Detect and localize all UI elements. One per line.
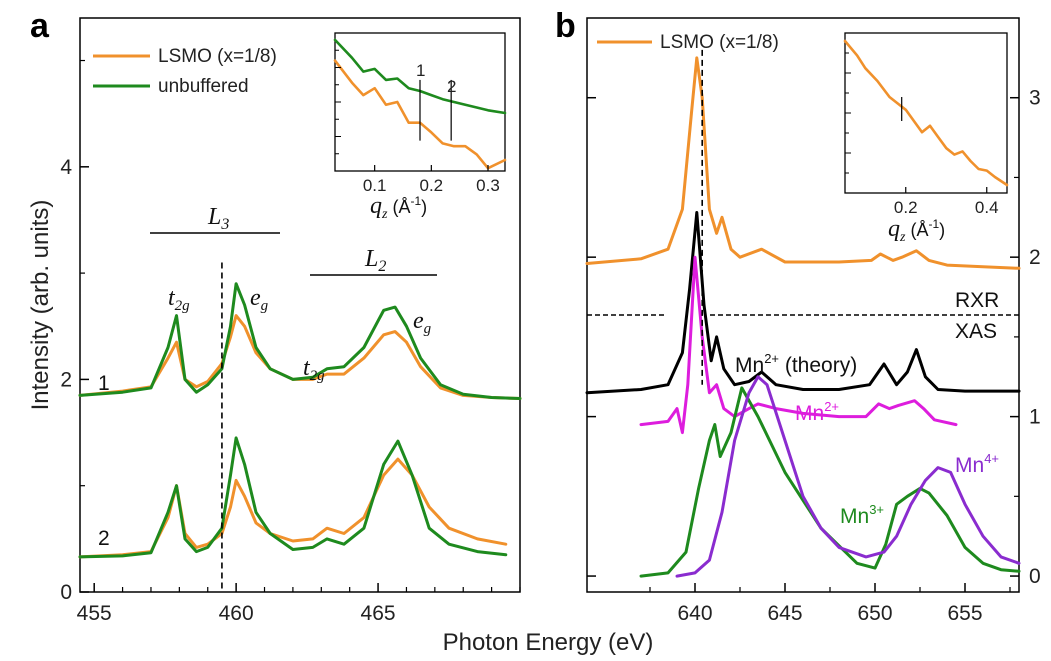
panel-b-legend: LSMO (x=1/8) xyxy=(597,32,779,53)
panel-a-series-0-lsmo-x-1-8 xyxy=(78,314,522,400)
label-mn4: Mn4+ xyxy=(955,451,999,477)
x-axis-label: Photon Energy (eV) xyxy=(443,629,654,656)
panel-b-inset-xlabel: qz (Å-1) xyxy=(888,216,945,245)
y-tick-label-right: 0 xyxy=(1029,565,1041,588)
panel-b-frame xyxy=(586,17,1020,593)
panel-a-inset-ticks: 0.1 0.2 0.3 xyxy=(335,49,500,195)
panel-a-legend: LSMO (x=1/8) unbuffered xyxy=(93,46,277,97)
panel-b-series-4-mn4 xyxy=(675,375,1021,578)
panel-b-inset-ticks: 0.2 0.4 xyxy=(845,52,999,217)
panel-a-y-ticks: 0 2 4 xyxy=(60,59,89,604)
inset-x-tick-label: 0.2 xyxy=(894,198,918,217)
x-tick-label: 465 xyxy=(361,602,396,625)
panel-letter-a: a xyxy=(30,7,50,45)
panel-a-series-1-unbuffered xyxy=(78,282,522,400)
panel-b-inset-frame xyxy=(844,32,1008,194)
x-tick-label: 455 xyxy=(77,602,112,625)
panel-a-frame xyxy=(79,17,521,593)
y-tick-label-right: 1 xyxy=(1029,406,1041,429)
l3-label: L3 xyxy=(207,204,229,233)
label-mn2: Mn2+ xyxy=(795,399,839,425)
inset-x-tick-label: 0.1 xyxy=(363,176,387,195)
inset-x-tick-label: 0.2 xyxy=(420,176,444,195)
curve-label-2: 2 xyxy=(98,527,110,550)
x-tick-label: 655 xyxy=(947,602,982,625)
panel-b-series-0-lsmo-x-1-8 xyxy=(585,56,1021,270)
eg-label-2: eg xyxy=(413,308,432,337)
legend-label-lsmo-b: LSMO (x=1/8) xyxy=(660,32,779,53)
panel-a-x-ticks: 455 460 465 xyxy=(77,583,521,625)
label-mn2-theory: Mn2+ (theory) xyxy=(735,351,857,377)
panel-a-series-3-unbuffered xyxy=(78,436,508,559)
legend-label-lsmo: LSMO (x=1/8) xyxy=(158,46,277,67)
inset-x-tick-label: 0.3 xyxy=(476,176,500,195)
inset-marker-label-1: 1 xyxy=(416,61,425,80)
panel-letter-b: b xyxy=(555,7,576,45)
panel-a-series-2-lsmo-x-1-8 xyxy=(78,457,508,559)
xas-label: XAS xyxy=(955,320,997,343)
panel-b-inset-curves xyxy=(843,39,1009,187)
x-tick-label: 460 xyxy=(219,602,254,625)
inset-marker-label-2: 2 xyxy=(447,77,456,96)
t2g-label-1: t2g xyxy=(168,285,190,314)
curve-label-1: 1 xyxy=(98,372,110,395)
panel-b-inset-series-0-lsmo-x-1-8 xyxy=(843,39,1009,187)
panel-b-series-1-mn2-theory xyxy=(585,211,1021,395)
x-tick-label: 645 xyxy=(767,602,802,625)
y-tick-label: 0 xyxy=(60,581,72,604)
t2g-label-2: t2g xyxy=(303,355,325,384)
y-tick-label: 4 xyxy=(60,156,72,179)
x-tick-label: 650 xyxy=(857,602,892,625)
y-tick-label-right: 3 xyxy=(1029,87,1041,110)
eg-label-1: eg xyxy=(250,285,269,314)
panel-b-x-ticks: 640 645 650 655 xyxy=(649,583,1011,625)
panel-a-inset-xlabel: qz (Å-1) xyxy=(370,193,427,222)
panel-b-y-ticks: 0 1 2 3 xyxy=(587,87,1041,588)
panel-b-curves xyxy=(585,56,1021,578)
l2-label: L2 xyxy=(364,246,386,275)
panel-a-curves xyxy=(78,282,522,559)
y-axis-label: Intensity (arb. units) xyxy=(27,200,54,411)
inset-x-tick-label: 0.4 xyxy=(975,198,999,217)
y-tick-label-right: 2 xyxy=(1029,246,1041,269)
label-mn3: Mn3+ xyxy=(840,502,884,528)
x-tick-label: 640 xyxy=(677,602,712,625)
rxr-label: RXR xyxy=(955,289,999,312)
legend-label-unbuffered: unbuffered xyxy=(158,76,249,97)
y-tick-label: 2 xyxy=(60,368,72,391)
